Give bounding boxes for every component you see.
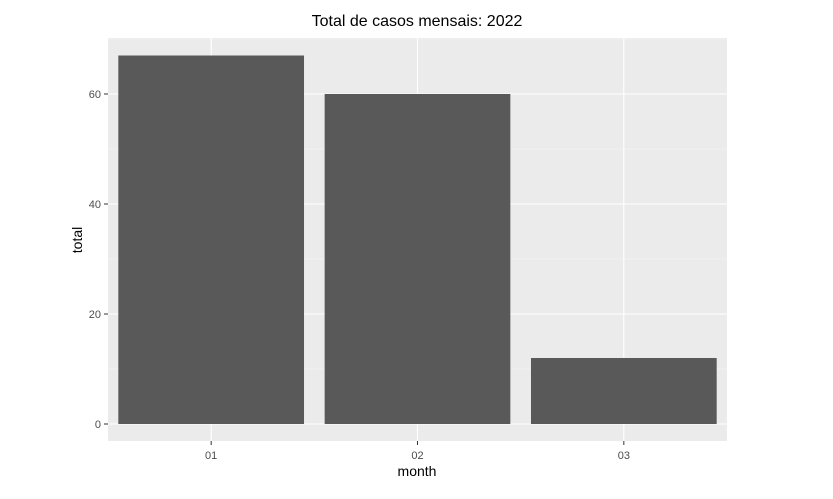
bar-03 — [530, 358, 717, 424]
x-tick-label: 01 — [205, 450, 217, 462]
y-axis: 0 20 40 60 — [89, 89, 108, 431]
x-axis-title: month — [398, 463, 437, 479]
y-tick-label: 60 — [89, 89, 101, 101]
y-tick-label: 20 — [89, 309, 101, 321]
bar-02 — [324, 94, 511, 424]
bar-01 — [118, 55, 305, 424]
y-tick-label: 40 — [89, 199, 101, 211]
y-axis-title: total — [69, 227, 85, 253]
bars — [118, 55, 717, 424]
x-tick-label: 02 — [411, 450, 423, 462]
chart-title: Total de casos mensais: 2022 — [312, 13, 523, 30]
x-tick-label: 03 — [618, 450, 630, 462]
x-axis: 01 02 03 — [205, 441, 630, 462]
y-tick-label: 0 — [95, 419, 101, 431]
